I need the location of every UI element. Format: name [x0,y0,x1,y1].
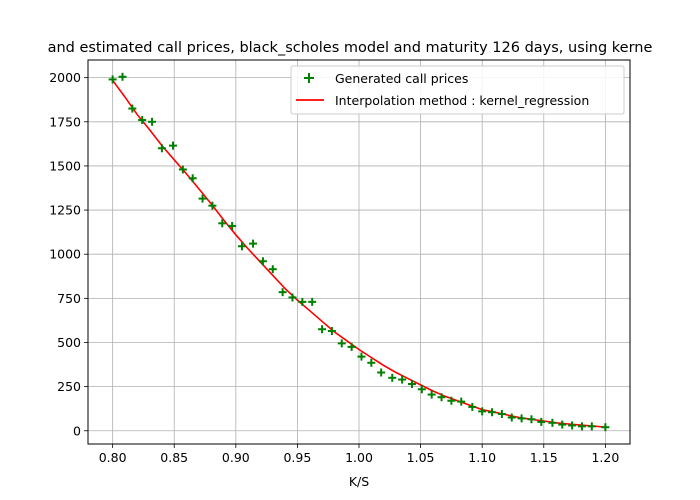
data-point-marker [388,373,397,382]
data-point-marker [437,393,446,402]
y-tick-label: 0 [73,423,81,438]
data-point-marker [558,420,567,429]
y-tick-label: 1000 [49,247,81,262]
data-point-marker [468,402,477,411]
data-point-marker [577,422,586,431]
legend-label-generated: Generated call prices [335,71,468,86]
x-tick-label: 1.05 [407,450,435,465]
x-tick-label: 1.10 [468,450,496,465]
y-tick-label: 500 [57,335,81,350]
data-point-marker [488,408,497,417]
x-axis-label: K/S [349,474,369,489]
y-tick-label: 1500 [49,158,81,173]
chart-title: and estimated call prices, black_scholes… [48,40,653,56]
x-tick-label: 1.15 [530,450,558,465]
plot-markers [108,72,610,432]
x-tick-label: 0.85 [160,450,188,465]
data-point-marker [208,201,217,210]
y-tick-label: 250 [57,379,81,394]
data-point-marker [347,342,356,351]
data-point-marker [148,117,157,126]
y-tick-label: 750 [57,291,81,306]
data-point-marker [427,390,436,399]
data-point-marker [537,417,546,426]
data-point-marker [527,415,536,424]
data-point-marker [407,379,416,388]
data-point-marker [497,409,506,418]
data-point-marker [478,407,487,416]
data-point-marker [237,242,246,251]
legend-marker-icon [304,73,314,83]
data-point-marker [157,144,166,153]
x-tick-label: 0.95 [283,450,311,465]
x-tick-label: 0.80 [99,450,127,465]
data-point-marker [357,352,366,361]
axis-ticks: 0.80 0.85 0.90 0.95 1.00 1.05 1.10 1.15 1.20 0 250… [49,70,619,465]
data-point-marker [198,194,207,203]
data-point-marker [178,165,187,174]
data-point-marker [288,293,297,302]
data-point-marker [118,72,127,81]
data-point-marker [337,339,346,348]
data-point-marker [168,141,177,150]
data-point-marker [548,418,557,427]
data-point-marker [258,257,267,266]
data-point-marker [447,396,456,405]
data-point-marker [228,221,237,230]
data-point-marker [108,75,117,84]
data-point-marker [249,239,258,248]
x-tick-label: 1.20 [591,450,619,465]
data-point-marker [327,327,336,336]
grid [88,60,630,444]
data-point-marker [308,297,317,306]
data-point-marker [507,413,516,422]
data-point-marker [367,358,376,367]
y-tick-label: 1750 [49,114,81,129]
data-point-marker [377,368,386,377]
data-point-marker [188,174,197,183]
data-point-marker [398,375,407,384]
x-tick-label: 1.00 [345,450,373,465]
legend-box [290,65,625,115]
x-tick-label: 0.90 [222,450,250,465]
data-point-marker [128,104,137,113]
data-point-marker [457,397,466,406]
data-point-marker [568,421,577,430]
legend: Generated call prices Interpolation meth… [290,65,625,115]
data-point-marker [601,423,610,432]
data-point-marker [218,219,227,228]
data-point-marker [318,325,327,334]
data-point-marker [298,297,307,306]
data-point-marker [278,288,287,297]
data-point-marker [417,385,426,394]
data-point-marker [517,414,526,423]
y-tick-label: 2000 [49,70,81,85]
y-tick-label: 1250 [49,203,81,218]
data-point-marker [268,265,277,274]
data-point-marker [587,422,596,431]
data-point-marker [138,116,147,125]
legend-label-interpolation: Interpolation method : kernel_regression [335,93,589,108]
